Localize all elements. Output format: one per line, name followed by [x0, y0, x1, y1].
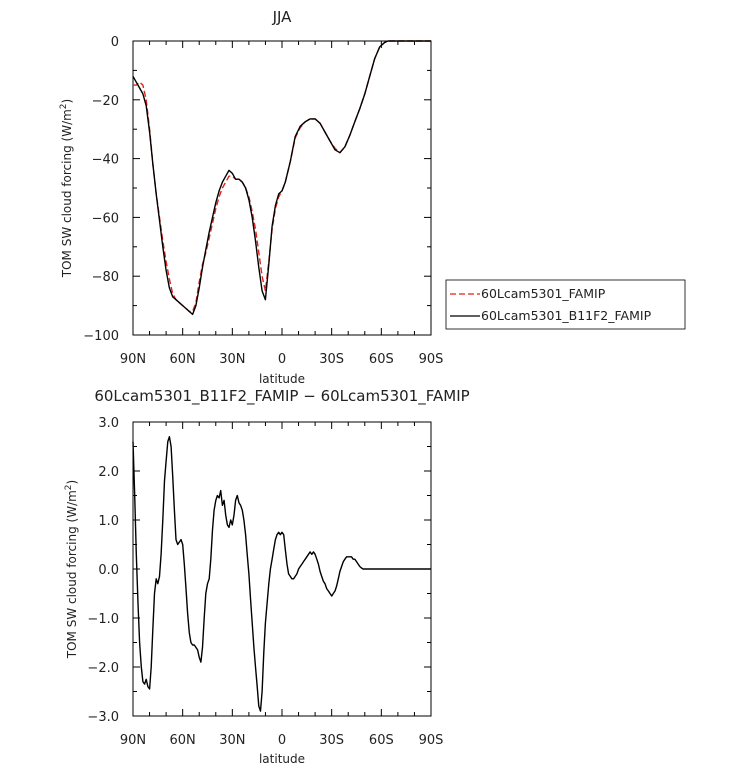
top-y-axis-label-text: TOM SW cloud forcing (W/m [60, 109, 74, 278]
legend-label-b11f2: 60Lcam5301_B11F2_FAMIP [481, 308, 652, 323]
bottom-y-tick-label: −2.0 [87, 661, 119, 676]
bottom-y-ticks: 3.0 2.0 1.0 0.0 −1.0 −2.0 −3.0 [87, 416, 431, 725]
bottom-x-tick-label: 60N [170, 733, 196, 748]
top-plot-frame [132, 40, 432, 336]
top-y-tick-label: −20 [92, 94, 119, 109]
top-x-tick-label: 30S [319, 352, 344, 367]
top-series-lines [132, 40, 431, 316]
top-series-line-0 [133, 40, 431, 313]
top-y-tick-label: −40 [92, 153, 119, 168]
bottom-series-lines [132, 436, 431, 712]
top-y-tick-label: 0 [111, 35, 119, 50]
top-y-axis-label-sup: 2 [59, 103, 69, 109]
bottom-x-ticks: 90N 60N 30N 0 30S 60S 90S [120, 422, 444, 748]
bottom-y-axis-label-text: TOM SW cloud forcing (W/m [65, 490, 79, 659]
bottom-y-tick-label: 2.0 [98, 465, 119, 480]
bottom-x-tick-label: 30N [219, 733, 245, 748]
top-x-tick-label: 60N [170, 352, 196, 367]
bottom-chart-title: 60Lcam5301_B11F2_FAMIP − 60Lcam5301_FAMI… [94, 387, 469, 406]
top-chart-title: JJA [272, 8, 293, 26]
legend: 60Lcam5301_FAMIP 60Lcam5301_B11F2_FAMIP [445, 279, 686, 330]
bottom-x-tick-label: 90N [120, 733, 146, 748]
bottom-x-tick-label: 0 [278, 733, 286, 748]
top-panel: JJA 0−20−40−60−80−100 90N 60N 30N 0 30S 60S 90… [59, 8, 686, 386]
bottom-y-axis-label-close: ) [65, 480, 79, 485]
bottom-x-tick-label: 60S [369, 733, 394, 748]
bottom-y-tick-label: −3.0 [87, 710, 119, 725]
bottom-series-line-0 [132, 436, 431, 712]
top-x-tick-label: 30N [219, 352, 245, 367]
bottom-y-tick-label: 0.0 [98, 563, 119, 578]
top-x-tick-label: 0 [278, 352, 286, 367]
top-x-tick-label: 90S [419, 352, 444, 367]
legend-box [445, 279, 686, 330]
bottom-x-tick-label: 90S [419, 733, 444, 748]
top-series-line-1 [132, 40, 431, 316]
legend-label-famip: 60Lcam5301_FAMIP [481, 286, 606, 301]
bottom-y-axis-label-sup: 2 [64, 484, 74, 490]
top-x-tick-label: 60S [369, 352, 394, 367]
top-x-axis-label: latitude [259, 372, 305, 386]
top-y-axis-label: TOM SW cloud forcing (W/m2) [59, 99, 74, 278]
top-y-axis-label-close: ) [60, 99, 74, 104]
top-y-tick-label: −80 [92, 270, 119, 285]
bottom-y-axis-label: TOM SW cloud forcing (W/m2) [64, 480, 79, 659]
top-x-ticks: 90N 60N 30N 0 30S 60S 90S [120, 41, 444, 367]
top-y-ticks: 0 −20 −40 −60 −80 −100 [83, 35, 431, 344]
bottom-y-tick-label: 3.0 [98, 416, 119, 431]
top-y-tick-label: −100 [83, 329, 119, 344]
bottom-panel: 60Lcam5301_B11F2_FAMIP − 60Lcam5301_FAMI… [64, 387, 470, 766]
bottom-y-tick-label: −1.0 [87, 612, 119, 627]
bottom-x-axis-label: latitude [259, 752, 305, 766]
bottom-y-tick-label: 1.0 [98, 514, 119, 529]
bottom-x-tick-label: 30S [319, 733, 344, 748]
top-y-tick-label: −60 [92, 211, 119, 226]
top-x-tick-label: 90N [120, 352, 146, 367]
